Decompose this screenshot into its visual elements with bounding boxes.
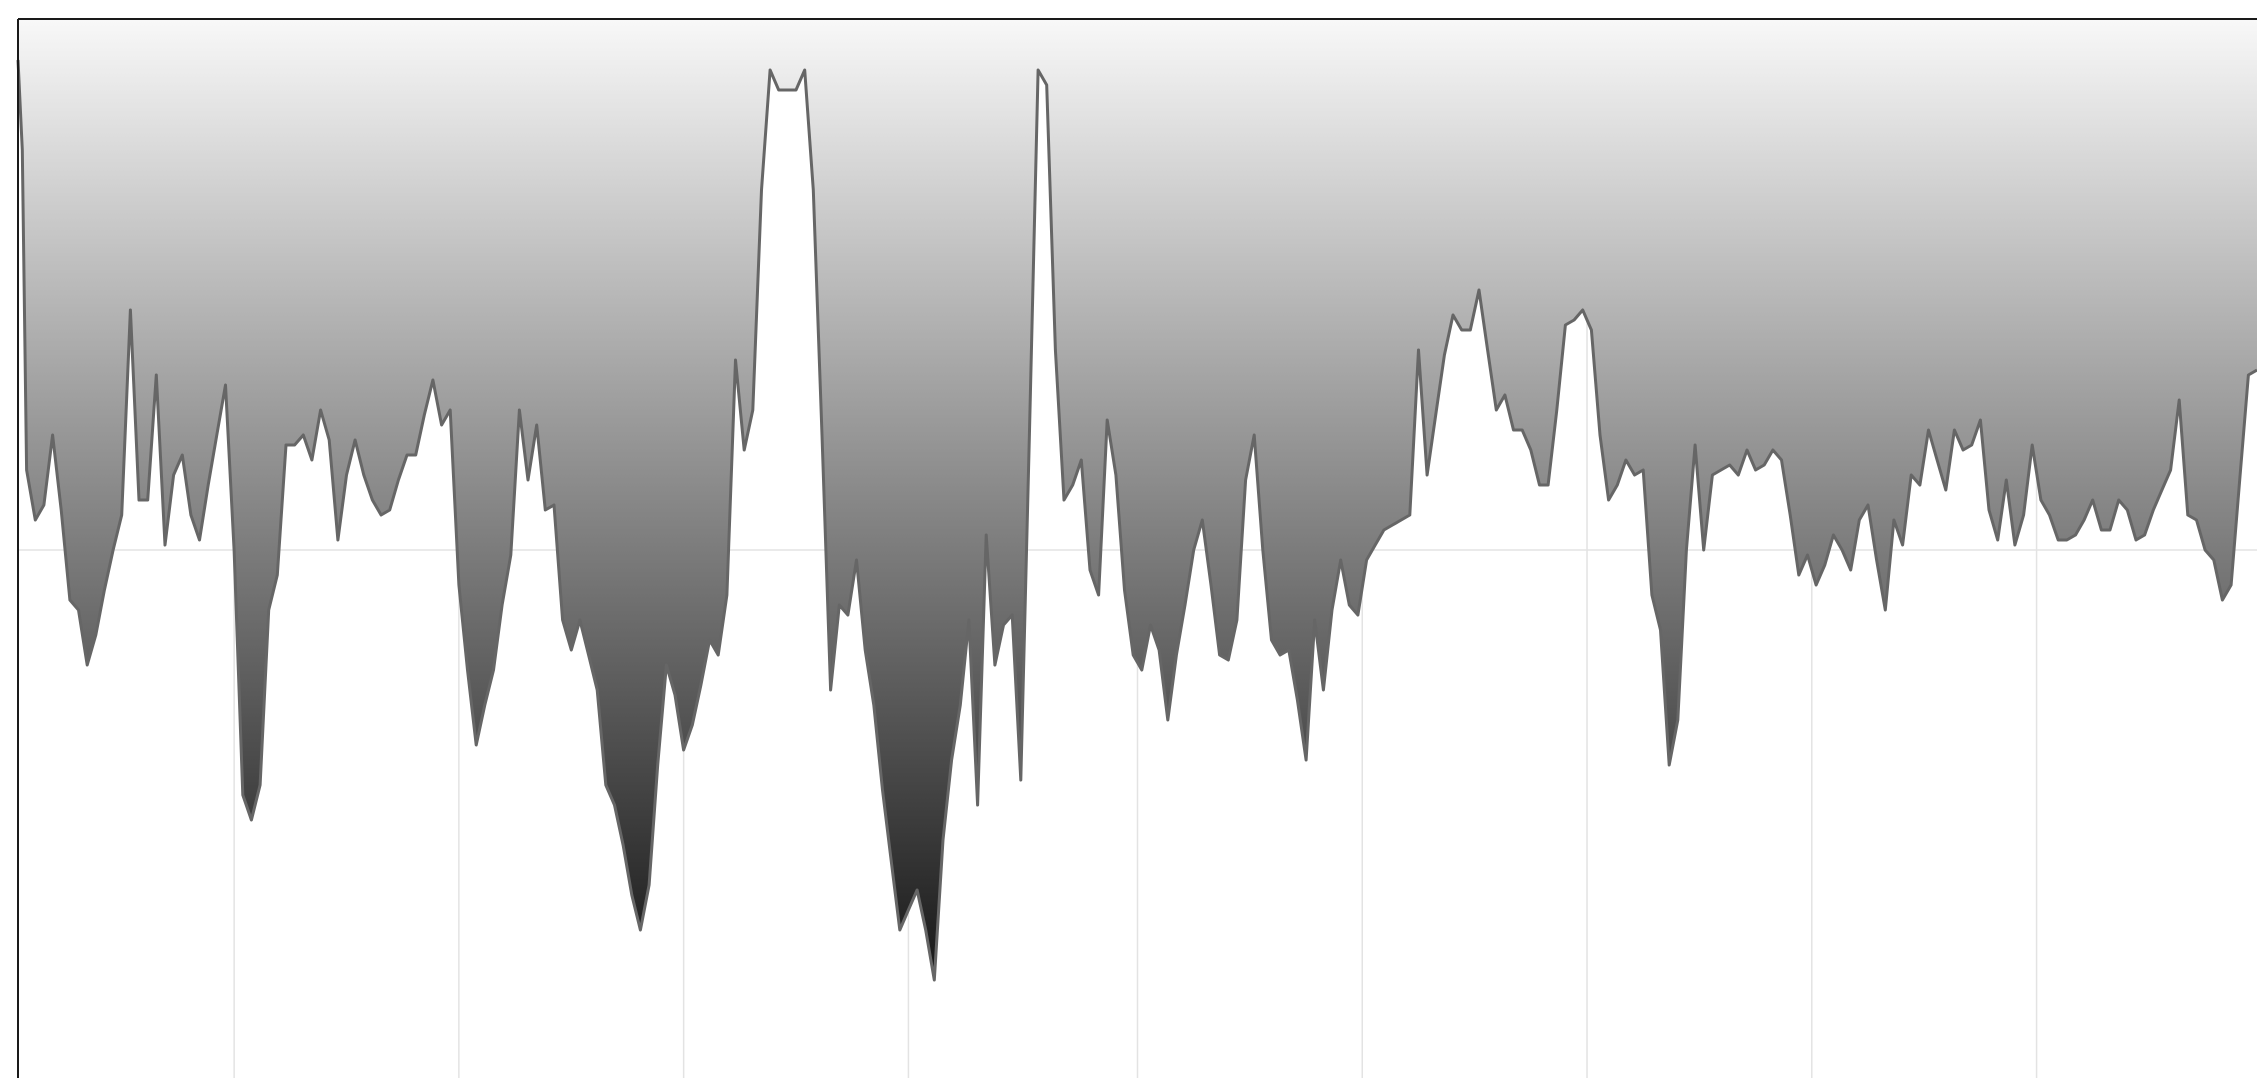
axes [17,18,2257,1078]
series-area [18,19,2257,980]
series-line [16,59,2257,982]
